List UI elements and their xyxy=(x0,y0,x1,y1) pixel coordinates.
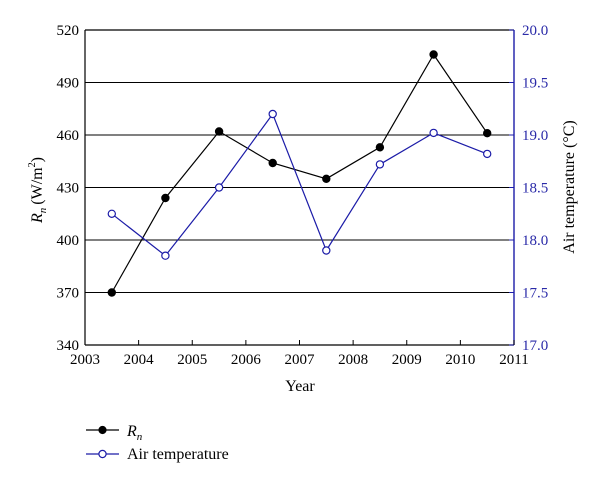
y-right-tick-label: 17.5 xyxy=(522,286,548,302)
x-tick-label: 2009 xyxy=(392,352,422,368)
tick-marks xyxy=(84,29,515,346)
data-point-rn xyxy=(107,288,117,297)
data-point-rn xyxy=(429,50,438,59)
series xyxy=(107,50,492,297)
y-right-tick-label: 18.0 xyxy=(522,233,548,249)
tick-labels: 340 370 400 430 460 490 520 17.0 17.5 18.0 18.5 19.… xyxy=(57,23,549,368)
data-point-air-temperature xyxy=(161,251,170,260)
x-tick-label: 2003 xyxy=(70,352,100,368)
x-tick-label: 2006 xyxy=(231,352,262,368)
series-line-air-temperature xyxy=(111,112,488,257)
y-axis-left-symbol: R xyxy=(29,213,46,224)
y-left-tick-label: 370 xyxy=(57,286,80,302)
data-point-rn xyxy=(375,143,385,152)
data-point-rn xyxy=(268,158,277,168)
legend-marker-air-temperature xyxy=(98,449,107,459)
data-point-rn xyxy=(483,128,492,138)
x-tick-label: 2010 xyxy=(445,352,475,368)
y-left-tick-label: 340 xyxy=(57,338,80,354)
data-point-rn xyxy=(214,127,224,136)
x-tick-label: 2005 xyxy=(177,352,207,368)
legend-item-air-temperature: Air temperature xyxy=(86,446,229,463)
y-axis-left-title: Rn (W/m2) xyxy=(27,157,49,224)
y-left-tick-label: 400 xyxy=(57,233,80,249)
y-right-tick-label: 20.0 xyxy=(522,23,548,39)
y-left-tick-label: 460 xyxy=(57,128,80,144)
data-point-air-temperature xyxy=(214,183,224,192)
x-tick-label: 2004 xyxy=(124,352,155,368)
y-right-tick-label: 19.5 xyxy=(522,76,548,92)
data-point-air-temperature xyxy=(268,109,277,119)
y-right-tick-label: 19.0 xyxy=(522,128,548,144)
legend-item-rn: Rn xyxy=(86,423,143,443)
legend: Rn Air temperature xyxy=(86,423,229,463)
legend-label-rn: Rn xyxy=(126,423,143,443)
data-point-air-temperature xyxy=(107,209,117,218)
legend-marker-rn xyxy=(98,425,107,435)
legend-label-air-temperature: Air temperature xyxy=(127,446,229,463)
y-axis-right-title: Air temperature (°C) xyxy=(561,120,578,253)
y-left-tick-label: 430 xyxy=(57,181,80,197)
x-tick-label: 2011 xyxy=(499,352,528,368)
y-left-tick-label: 520 xyxy=(57,23,80,39)
y-axis-left-unit: (W/m xyxy=(29,167,46,205)
data-point-air-temperature xyxy=(483,149,492,159)
data-point-air-temperature xyxy=(375,160,385,169)
data-point-air-temperature xyxy=(322,246,331,255)
y-right-tick-label: 17.0 xyxy=(522,338,548,354)
data-point-rn xyxy=(161,193,170,203)
y-axis-left-superscript: 2 xyxy=(27,162,38,167)
grid xyxy=(85,82,514,293)
data-point-air-temperature xyxy=(429,128,438,138)
y-axis-left-close: ) xyxy=(29,157,46,162)
y-right-tick-label: 18.5 xyxy=(522,181,548,197)
x-tick-label: 2008 xyxy=(338,352,368,368)
series-line-rn xyxy=(111,53,488,293)
y-left-tick-label: 490 xyxy=(57,76,80,92)
data-point-rn xyxy=(322,174,331,183)
y-axis-left-subscript: n xyxy=(37,207,49,213)
x-axis-title: Year xyxy=(285,378,315,395)
x-tick-label: 2007 xyxy=(285,352,316,368)
